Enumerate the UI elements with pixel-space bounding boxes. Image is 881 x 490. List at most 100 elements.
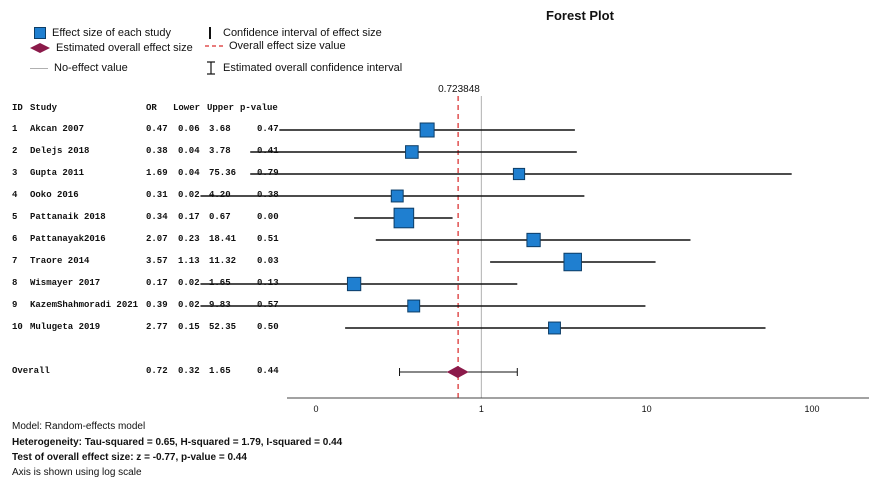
- effect-size-marker: [405, 145, 419, 159]
- row-or: 2.77: [146, 322, 168, 332]
- effect-size-marker: [548, 321, 561, 335]
- legend-label: Estimated overall effect size: [56, 42, 193, 54]
- row-upper: 1.65: [209, 278, 231, 288]
- overall-upper: 1.65: [209, 366, 231, 376]
- overall-study: Overall: [12, 366, 50, 376]
- row-or: 0.17: [146, 278, 168, 288]
- row-id: 3: [12, 168, 18, 178]
- model-note: Model: Random-effects model: [12, 421, 146, 432]
- row-p-value: 0.47: [257, 124, 279, 134]
- row-p-value: 0.41: [257, 146, 279, 156]
- effect-size-marker: [393, 207, 415, 229]
- row-or: 0.31: [146, 190, 168, 200]
- heterogeneity-note: Heterogeneity: Tau-squared = 0.65, H-squ…: [12, 437, 343, 448]
- x-tick-label: 10: [642, 404, 652, 414]
- overall-or: 0.72: [146, 366, 168, 376]
- legend-item-effect-size: Effect size of each study: [34, 27, 171, 39]
- row-id: 1: [12, 124, 18, 134]
- row-upper: 0.67: [209, 212, 231, 222]
- row-lower: 0.17: [178, 212, 200, 222]
- row-lower: 0.15: [178, 322, 200, 332]
- row-upper: 52.35: [209, 322, 237, 332]
- legend-label: Confidence interval of effect size: [223, 27, 382, 39]
- row-study: Delejs 2018: [30, 146, 90, 156]
- row-upper: 4.20: [209, 190, 231, 200]
- x-tick-label: 100: [804, 404, 819, 414]
- row-study: Pattanayak2016: [30, 234, 106, 244]
- row-id: 2: [12, 146, 18, 156]
- header-or: OR: [146, 103, 157, 113]
- effect-size-marker: [346, 276, 362, 292]
- row-study: Gupta 2011: [30, 168, 85, 178]
- row-id: 8: [12, 278, 18, 288]
- row-id: 9: [12, 300, 18, 310]
- legend-label: Estimated overall confidence interval: [223, 62, 403, 74]
- gray-line-icon: [30, 67, 48, 69]
- legend-item-no-effect: No-effect value: [30, 62, 128, 74]
- row-lower: 0.02: [178, 300, 200, 310]
- row-p-value: 0.13: [257, 278, 279, 288]
- row-study: Pattanaik 2018: [30, 212, 106, 222]
- row-lower: 0.04: [178, 146, 200, 156]
- legend-item-overall-estimate: Estimated overall effect size: [30, 42, 193, 54]
- overall-lower: 0.32: [178, 366, 200, 376]
- legend-item-ci: Confidence interval of effect size: [205, 27, 382, 39]
- row-study: Wismayer 2017: [30, 278, 101, 288]
- x-tick-label: 0: [313, 404, 318, 414]
- header-upper: Upper: [207, 103, 235, 113]
- dashed-line-icon: [205, 45, 223, 47]
- header-id: ID: [12, 103, 23, 113]
- error-bar-icon: [207, 61, 215, 75]
- row-study: KazemShahmoradi 2021: [30, 300, 139, 310]
- row-upper: 11.32: [209, 256, 237, 266]
- blue-square-icon: [34, 27, 46, 39]
- header-p-value: p-value: [240, 103, 278, 113]
- effect-size-marker: [419, 122, 435, 138]
- row-id: 4: [12, 190, 18, 200]
- row-lower: 0.02: [178, 278, 200, 288]
- effect-size-marker: [526, 232, 541, 248]
- x-tick-label: 1: [479, 404, 484, 414]
- row-or: 0.34: [146, 212, 168, 222]
- legend-item-overall-value: Overall effect size value: [205, 40, 346, 52]
- diamond-icon: [30, 43, 50, 53]
- row-lower: 1.13: [178, 256, 200, 266]
- row-lower: 0.06: [178, 124, 200, 134]
- effect-size-marker: [563, 252, 582, 272]
- row-upper: 18.41: [209, 234, 237, 244]
- row-upper: 3.68: [209, 124, 231, 134]
- legend-label: Effect size of each study: [52, 27, 172, 39]
- effect-size-marker: [407, 299, 421, 313]
- header-lower: Lower: [173, 103, 201, 113]
- row-p-value: 0.50: [257, 322, 279, 332]
- row-study: Ooko 2016: [30, 190, 79, 200]
- vertical-line-icon: [209, 27, 211, 39]
- row-p-value: 0.79: [257, 168, 279, 178]
- row-or: 3.57: [146, 256, 168, 266]
- axis-note: Axis is shown using log scale: [12, 467, 142, 478]
- row-or: 2.07: [146, 234, 168, 244]
- row-p-value: 0.00: [257, 212, 279, 222]
- row-or: 0.39: [146, 300, 168, 310]
- row-upper: 3.78: [209, 146, 231, 156]
- row-upper: 9.83: [209, 300, 231, 310]
- row-p-value: 0.38: [257, 190, 279, 200]
- header-study: Study: [30, 103, 58, 113]
- row-lower: 0.04: [178, 168, 200, 178]
- row-id: 10: [12, 322, 23, 332]
- row-or: 1.69: [146, 168, 168, 178]
- legend-item-overall-ci: Estimated overall confidence interval: [205, 61, 402, 75]
- overall-value-label: 0.723848: [438, 84, 480, 95]
- row-upper: 75.36: [209, 168, 237, 178]
- row-id: 6: [12, 234, 18, 244]
- chart-title: Forest Plot: [546, 8, 614, 23]
- row-study: Traore 2014: [30, 256, 90, 266]
- row-p-value: 0.57: [257, 300, 279, 310]
- overall-diamond: [446, 366, 469, 378]
- row-lower: 0.23: [178, 234, 200, 244]
- row-id: 7: [12, 256, 18, 266]
- row-lower: 0.02: [178, 190, 200, 200]
- legend-label: No-effect value: [54, 62, 128, 74]
- row-id: 5: [12, 212, 18, 222]
